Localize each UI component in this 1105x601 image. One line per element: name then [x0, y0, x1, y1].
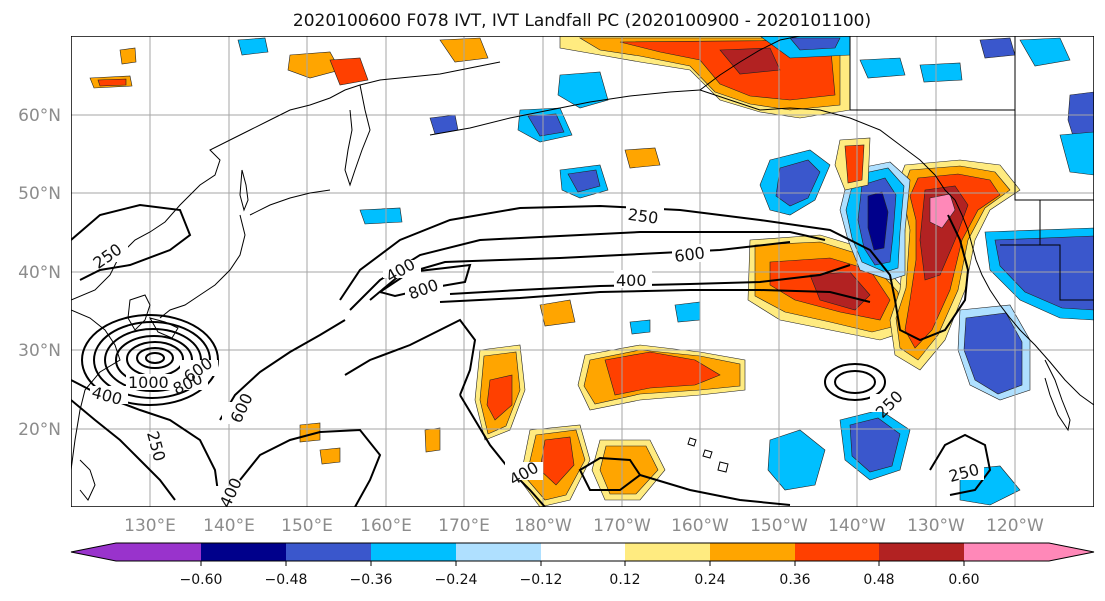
- lon-label: 140°W: [828, 516, 886, 536]
- colorbar-segment: [964, 543, 1094, 561]
- colorbar-segment: [625, 543, 710, 561]
- colorbar-segment: [541, 543, 625, 561]
- lon-label: 120°W: [986, 516, 1044, 536]
- colorbar-segment: [201, 543, 286, 561]
- lon-label: 160°W: [671, 516, 729, 536]
- ivt-contours: [71, 203, 992, 507]
- colorbar-tick-label: −0.48: [265, 572, 308, 588]
- lat-label: 30°N: [18, 341, 61, 361]
- colorbar-tick-label: 0.36: [779, 572, 810, 588]
- lat-label: 60°N: [18, 106, 61, 126]
- lon-label: 180°W: [514, 516, 572, 536]
- lon-label: 130°W: [907, 516, 965, 536]
- colorbar-segment: [371, 543, 456, 561]
- colorbar-segment: [795, 543, 879, 561]
- colorbar-tick-label: 0.60: [948, 572, 979, 588]
- map-area: 250 600 800 400 250 400 1000 800 600 400…: [71, 36, 1094, 507]
- lat-label: 20°N: [18, 420, 61, 440]
- colorbar-segment: [456, 543, 541, 561]
- colorbar-segment: [71, 543, 201, 561]
- colorbar-segment: [286, 543, 371, 561]
- lon-label: 150°E: [281, 516, 333, 536]
- pc-shading: [89, 36, 1094, 507]
- colorbar-tick-label: 0.12: [609, 572, 640, 588]
- contour-label: 250: [627, 205, 660, 228]
- colorbar-tick-label: 0.24: [694, 572, 725, 588]
- lat-label: 40°N: [18, 263, 61, 283]
- contour-label: 600: [673, 243, 706, 266]
- colorbar-segment: [710, 543, 795, 561]
- lon-label: 130°E: [124, 516, 176, 536]
- lat-label: 50°N: [18, 184, 61, 204]
- lon-label: 140°E: [203, 516, 255, 536]
- colorbar-tick-label: −0.12: [520, 572, 563, 588]
- latitude-labels: 60°N 50°N 40°N 30°N 20°N: [18, 106, 61, 440]
- lon-label: 160°E: [360, 516, 412, 536]
- map-title: 2020100600 F078 IVT, IVT Landfall PC (20…: [293, 11, 871, 31]
- lon-label: 150°W: [750, 516, 808, 536]
- colorbar-segment: [879, 543, 964, 561]
- lon-label: 170°W: [593, 516, 651, 536]
- contour-label: 1000: [128, 373, 169, 392]
- political-borders: [849, 36, 1094, 301]
- contour-label: 400: [616, 271, 647, 290]
- colorbar-tick-label: −0.24: [435, 572, 478, 588]
- longitude-labels: 130°E 140°E 150°E 160°E 170°E 180°W 170°…: [124, 516, 1044, 536]
- lon-label: 170°E: [438, 516, 490, 536]
- colorbar-tick-label: −0.36: [350, 572, 393, 588]
- colorbar-tick-label: 0.48: [863, 572, 894, 588]
- colorbar-tick-label: −0.60: [180, 572, 223, 588]
- colorbar: −0.60 −0.48 −0.36 −0.24 −0.12 0.12 0.24 …: [70, 542, 1095, 588]
